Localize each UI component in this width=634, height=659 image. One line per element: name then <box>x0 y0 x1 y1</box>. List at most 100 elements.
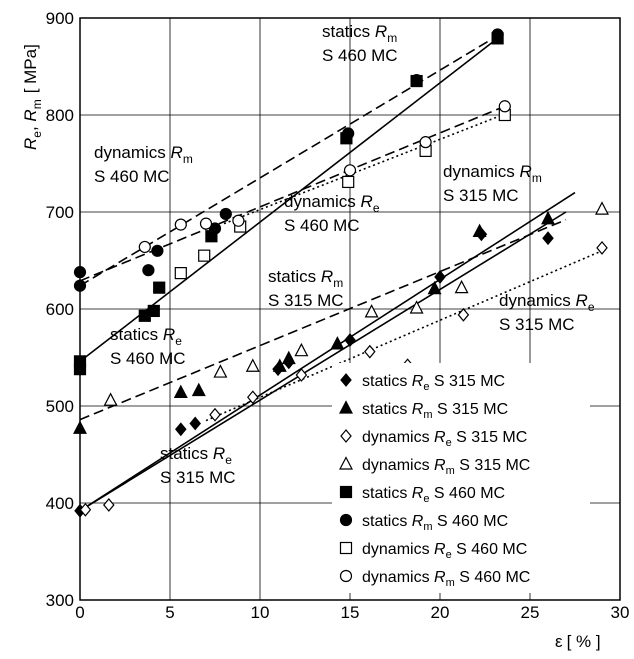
point-s_rm_460-8 <box>491 28 504 41</box>
point-d_rm_460-6 <box>498 100 511 113</box>
point-d_re_315-8 <box>596 240 608 255</box>
fit-line-s_rm_315 <box>79 191 576 512</box>
point-d_rm_315-6 <box>454 279 469 294</box>
y-tick-label-400: 400 <box>46 494 74 513</box>
legend-label-d_rm_315: dynamics Rm S 315 MC <box>362 457 530 477</box>
point-d_re_315-7 <box>457 307 470 322</box>
data-points <box>73 28 609 518</box>
point-d_re_315-2 <box>209 407 221 422</box>
annotation-a7-line1: statics Re <box>110 325 182 348</box>
legend-label-s_rm_315: statics Rm S 315 MC <box>362 401 508 421</box>
point-s_rm_315-6 <box>427 280 442 295</box>
point-d_re_315-1 <box>103 498 115 512</box>
point-s_rm_315-1 <box>173 384 188 399</box>
point-s_rm_460-5 <box>219 207 232 221</box>
annotation-a6-line1: dynamics Re <box>499 291 595 314</box>
legend-marker-s_rm_315 <box>339 400 353 414</box>
point-s_rm_315-5 <box>330 336 345 350</box>
legend-label-s_re_315: statics Re S 315 MC <box>362 373 505 393</box>
fit-line-s_rm_460 <box>79 32 502 287</box>
annotation-a8-line1: statics Re <box>160 444 232 467</box>
x-tick-label-15: 15 <box>341 603 360 622</box>
point-d_rm_460-5 <box>419 136 432 149</box>
legend-marker-s_re_315 <box>340 373 352 387</box>
annotation-a1-line1: statics Rm <box>322 22 397 45</box>
x-tick-label-10: 10 <box>251 603 270 622</box>
tick-labels: 300 400 500 600 700 800 900 0 5 10 15 20 25 30 <box>46 9 630 622</box>
annotation-a4-line1: dynamics Rm <box>443 162 542 185</box>
point-s_rm_315-2 <box>191 382 206 397</box>
annotation-a3-line1: dynamics Re <box>284 192 380 215</box>
point-d_re_460-3 <box>342 175 355 189</box>
point-d_rm_460-4 <box>343 164 357 177</box>
annotation-a4-line2: S 315 MC <box>443 186 519 205</box>
annotation-a5-line1: statics Rm <box>268 267 343 290</box>
legend-marker-d_re_460 <box>339 541 353 555</box>
point-s_re_315-5 <box>344 333 356 347</box>
fit-line-s_re_315 <box>79 211 567 512</box>
point-d_rm_315-3 <box>294 342 309 357</box>
point-d_re_315-3 <box>247 390 259 405</box>
plot-frame <box>79 17 621 601</box>
annotation-a7-line2: S 460 MC <box>110 349 186 368</box>
point-d_re_315-4 <box>295 368 308 382</box>
point-d_rm_315-2 <box>245 358 260 372</box>
y-tick-label-300: 300 <box>46 591 74 610</box>
point-s_rm_460-2 <box>142 264 155 277</box>
x-tick-label-0: 0 <box>75 603 84 622</box>
annotation-a6-line2: S 315 MC <box>499 315 575 334</box>
point-s_rm_315-8 <box>541 210 555 225</box>
point-d_rm_460-0 <box>138 240 151 254</box>
point-s_rm_460-7 <box>410 73 423 87</box>
legend-marker-d_re_315 <box>340 429 352 443</box>
x-tick-label-20: 20 <box>431 603 450 622</box>
point-d_rm_315-4 <box>364 304 379 318</box>
x-tick-label-25: 25 <box>521 603 540 622</box>
annotation-a5-line2: S 315 MC <box>268 291 344 310</box>
annotation-a2-line1: dynamics Rm <box>94 143 193 166</box>
x-axis-label: ε[ % ] <box>555 632 601 651</box>
point-s_re_460-4 <box>153 281 166 294</box>
legend-label-s_re_460: statics Re S 460 MC <box>362 485 505 505</box>
legend-marker-d_rm_315 <box>339 456 353 470</box>
point-s_re_460-3 <box>147 304 160 318</box>
annotation-a2-line2: S 460 MC <box>94 167 170 186</box>
point-s_re_315-8 <box>542 231 554 246</box>
legend-marker-d_rm_460 <box>339 569 353 583</box>
x-tick-label-30: 30 <box>611 603 630 622</box>
fit-line-d_rm_460 <box>79 105 506 282</box>
point-s_rm_460-6 <box>342 127 355 140</box>
y-tick-label-900: 900 <box>46 9 74 28</box>
point-d_rm_315-5 <box>409 300 424 314</box>
legend-label-d_re_315: dynamics Re S 315 MC <box>362 429 527 449</box>
point-s_rm_315-3 <box>272 358 287 372</box>
point-d_rm_315-0 <box>103 392 118 406</box>
point-s_rm_315-7 <box>472 223 487 237</box>
point-s_re_315-2 <box>189 416 201 431</box>
fit-line-d_re_460 <box>223 113 506 225</box>
legend: statics Re S 315 MC statics Rm S 315 MC dy… <box>332 363 590 593</box>
point-d_rm_315-7 <box>595 201 609 215</box>
y-tick-label-600: 600 <box>46 300 74 319</box>
point-d_rm_460-2 <box>199 217 213 230</box>
legend-label-s_rm_460: statics Rm S 460 MC <box>362 513 508 533</box>
point-d_re_315-5 <box>364 344 376 359</box>
point-s_re_315-6 <box>434 270 446 284</box>
annotation-a3-line2: S 460 MC <box>284 216 360 235</box>
annotation-a1-line2: S 460 MC <box>322 46 398 65</box>
y-tick-label-700: 700 <box>46 203 74 222</box>
point-d_rm_460-1 <box>174 218 187 231</box>
legend-marker-s_re_460 <box>339 485 353 499</box>
x-tick-label-5: 5 <box>165 603 174 622</box>
legend-label-d_re_460: dynamics Re S 460 MC <box>362 541 527 561</box>
fit-line-d_re_315 <box>205 250 603 422</box>
legend-marker-s_rm_460 <box>339 513 353 527</box>
point-s_rm_460-3 <box>151 244 164 257</box>
y-axis-label: Re, Rm[ MPa] <box>21 44 44 150</box>
point-d_re_460-0 <box>174 267 187 280</box>
point-d_re_315-0 <box>79 502 92 517</box>
point-s_re_315-1 <box>175 422 187 437</box>
point-d_rm_315-1 <box>213 364 228 378</box>
